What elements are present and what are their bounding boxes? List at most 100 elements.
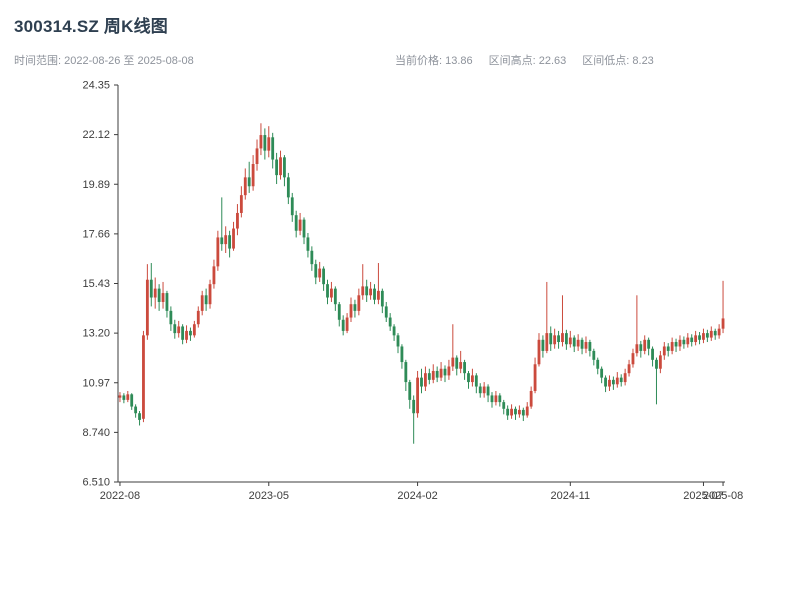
y-tick-label: 22.12 xyxy=(82,129,110,141)
candle-body xyxy=(322,268,326,285)
candle-body xyxy=(666,346,670,351)
candle-body xyxy=(521,409,525,416)
candle-body xyxy=(424,373,427,387)
candle-body xyxy=(647,339,651,349)
range-high-label: 区间高点: 22.63 xyxy=(488,55,567,67)
candle-body xyxy=(349,304,353,318)
candle-body xyxy=(181,326,185,340)
candle-body xyxy=(396,335,400,347)
y-tick-label: 17.66 xyxy=(82,228,110,240)
candle-body xyxy=(275,159,279,176)
candle-body xyxy=(326,284,329,298)
candle-body xyxy=(353,304,357,311)
candle-body xyxy=(290,197,294,216)
candle-body xyxy=(713,330,717,336)
candle-body xyxy=(529,390,533,407)
candle-body xyxy=(212,266,216,285)
current-price-label: 当前价格: 13.86 xyxy=(395,55,473,67)
candle-body xyxy=(302,219,306,238)
candle-body xyxy=(502,402,506,409)
candle-body xyxy=(635,344,639,354)
candle-body xyxy=(717,328,721,336)
candle-body xyxy=(286,177,290,198)
candle-body xyxy=(142,335,145,419)
candle-body xyxy=(165,293,169,311)
candle-body xyxy=(243,177,247,196)
candle-body xyxy=(380,290,384,307)
candle-body xyxy=(173,324,177,334)
candle-body xyxy=(239,195,243,213)
x-tick-label: 2025-07 xyxy=(683,490,723,502)
candle-body xyxy=(247,177,251,187)
candle-body xyxy=(651,348,654,360)
y-tick-label: 8.740 xyxy=(82,427,110,439)
candle-body xyxy=(435,370,439,378)
candle-body xyxy=(580,339,584,349)
candle-body xyxy=(337,304,341,320)
candle-body xyxy=(611,379,615,385)
candle-body xyxy=(655,359,658,369)
y-tick-label: 15.43 xyxy=(82,278,110,290)
candle-body xyxy=(263,135,267,151)
candle-body xyxy=(333,288,337,305)
candle-body xyxy=(623,373,627,383)
candle-body xyxy=(584,342,588,349)
candle-body xyxy=(658,355,662,369)
candle-body xyxy=(377,290,380,300)
candle-body xyxy=(698,335,701,340)
candle-body xyxy=(251,163,255,187)
candle-body xyxy=(615,377,619,385)
candle-body xyxy=(365,286,369,296)
candle-body xyxy=(576,339,580,347)
candle-body xyxy=(357,295,361,311)
candle-body xyxy=(494,395,498,403)
x-tick-label: 2023-05 xyxy=(249,490,289,502)
candle-body xyxy=(153,288,157,298)
candle-body xyxy=(678,339,682,347)
y-tick-label: 6.510 xyxy=(82,477,110,489)
range-low-label: 区间低点: 8.23 xyxy=(582,55,654,67)
candle-body xyxy=(490,395,494,403)
candle-body xyxy=(541,339,545,351)
candle-body xyxy=(467,373,470,383)
candle-body xyxy=(564,333,568,345)
candle-body xyxy=(561,333,564,343)
candle-body xyxy=(455,357,459,369)
candle-body xyxy=(721,318,725,329)
candle-body xyxy=(145,279,149,336)
candle-body xyxy=(439,368,443,378)
candle-body xyxy=(130,394,134,407)
candle-body xyxy=(306,237,310,251)
candle-body xyxy=(690,337,694,343)
candle-body xyxy=(420,377,423,387)
candle-body xyxy=(682,339,686,345)
candle-body xyxy=(345,317,349,331)
candle-body xyxy=(126,394,130,400)
price-stats: 当前价格: 13.86 区间高点: 22.63 区间低点: 8.23 xyxy=(395,52,654,68)
candle-body xyxy=(545,333,549,351)
candle-body xyxy=(149,279,153,298)
candle-body xyxy=(259,135,263,149)
candle-body xyxy=(138,413,141,420)
candle-body xyxy=(705,333,709,338)
candle-body xyxy=(392,326,396,336)
candle-body xyxy=(267,137,271,151)
y-tick-label: 13.20 xyxy=(82,328,110,340)
candle-body xyxy=(361,286,365,296)
candle-body xyxy=(470,375,474,383)
candle-body xyxy=(310,250,314,265)
candle-body xyxy=(631,353,635,365)
candle-body xyxy=(224,235,228,245)
candle-body xyxy=(122,395,126,400)
candle-body xyxy=(537,339,541,365)
candle-body xyxy=(161,293,165,302)
candle-body xyxy=(447,366,451,376)
candle-body xyxy=(643,339,647,351)
candle-body xyxy=(639,344,643,351)
candle-body xyxy=(662,346,666,356)
candle-body xyxy=(557,335,560,343)
candle-body xyxy=(627,364,631,374)
candle-body xyxy=(510,408,513,416)
candle-body xyxy=(604,377,607,387)
